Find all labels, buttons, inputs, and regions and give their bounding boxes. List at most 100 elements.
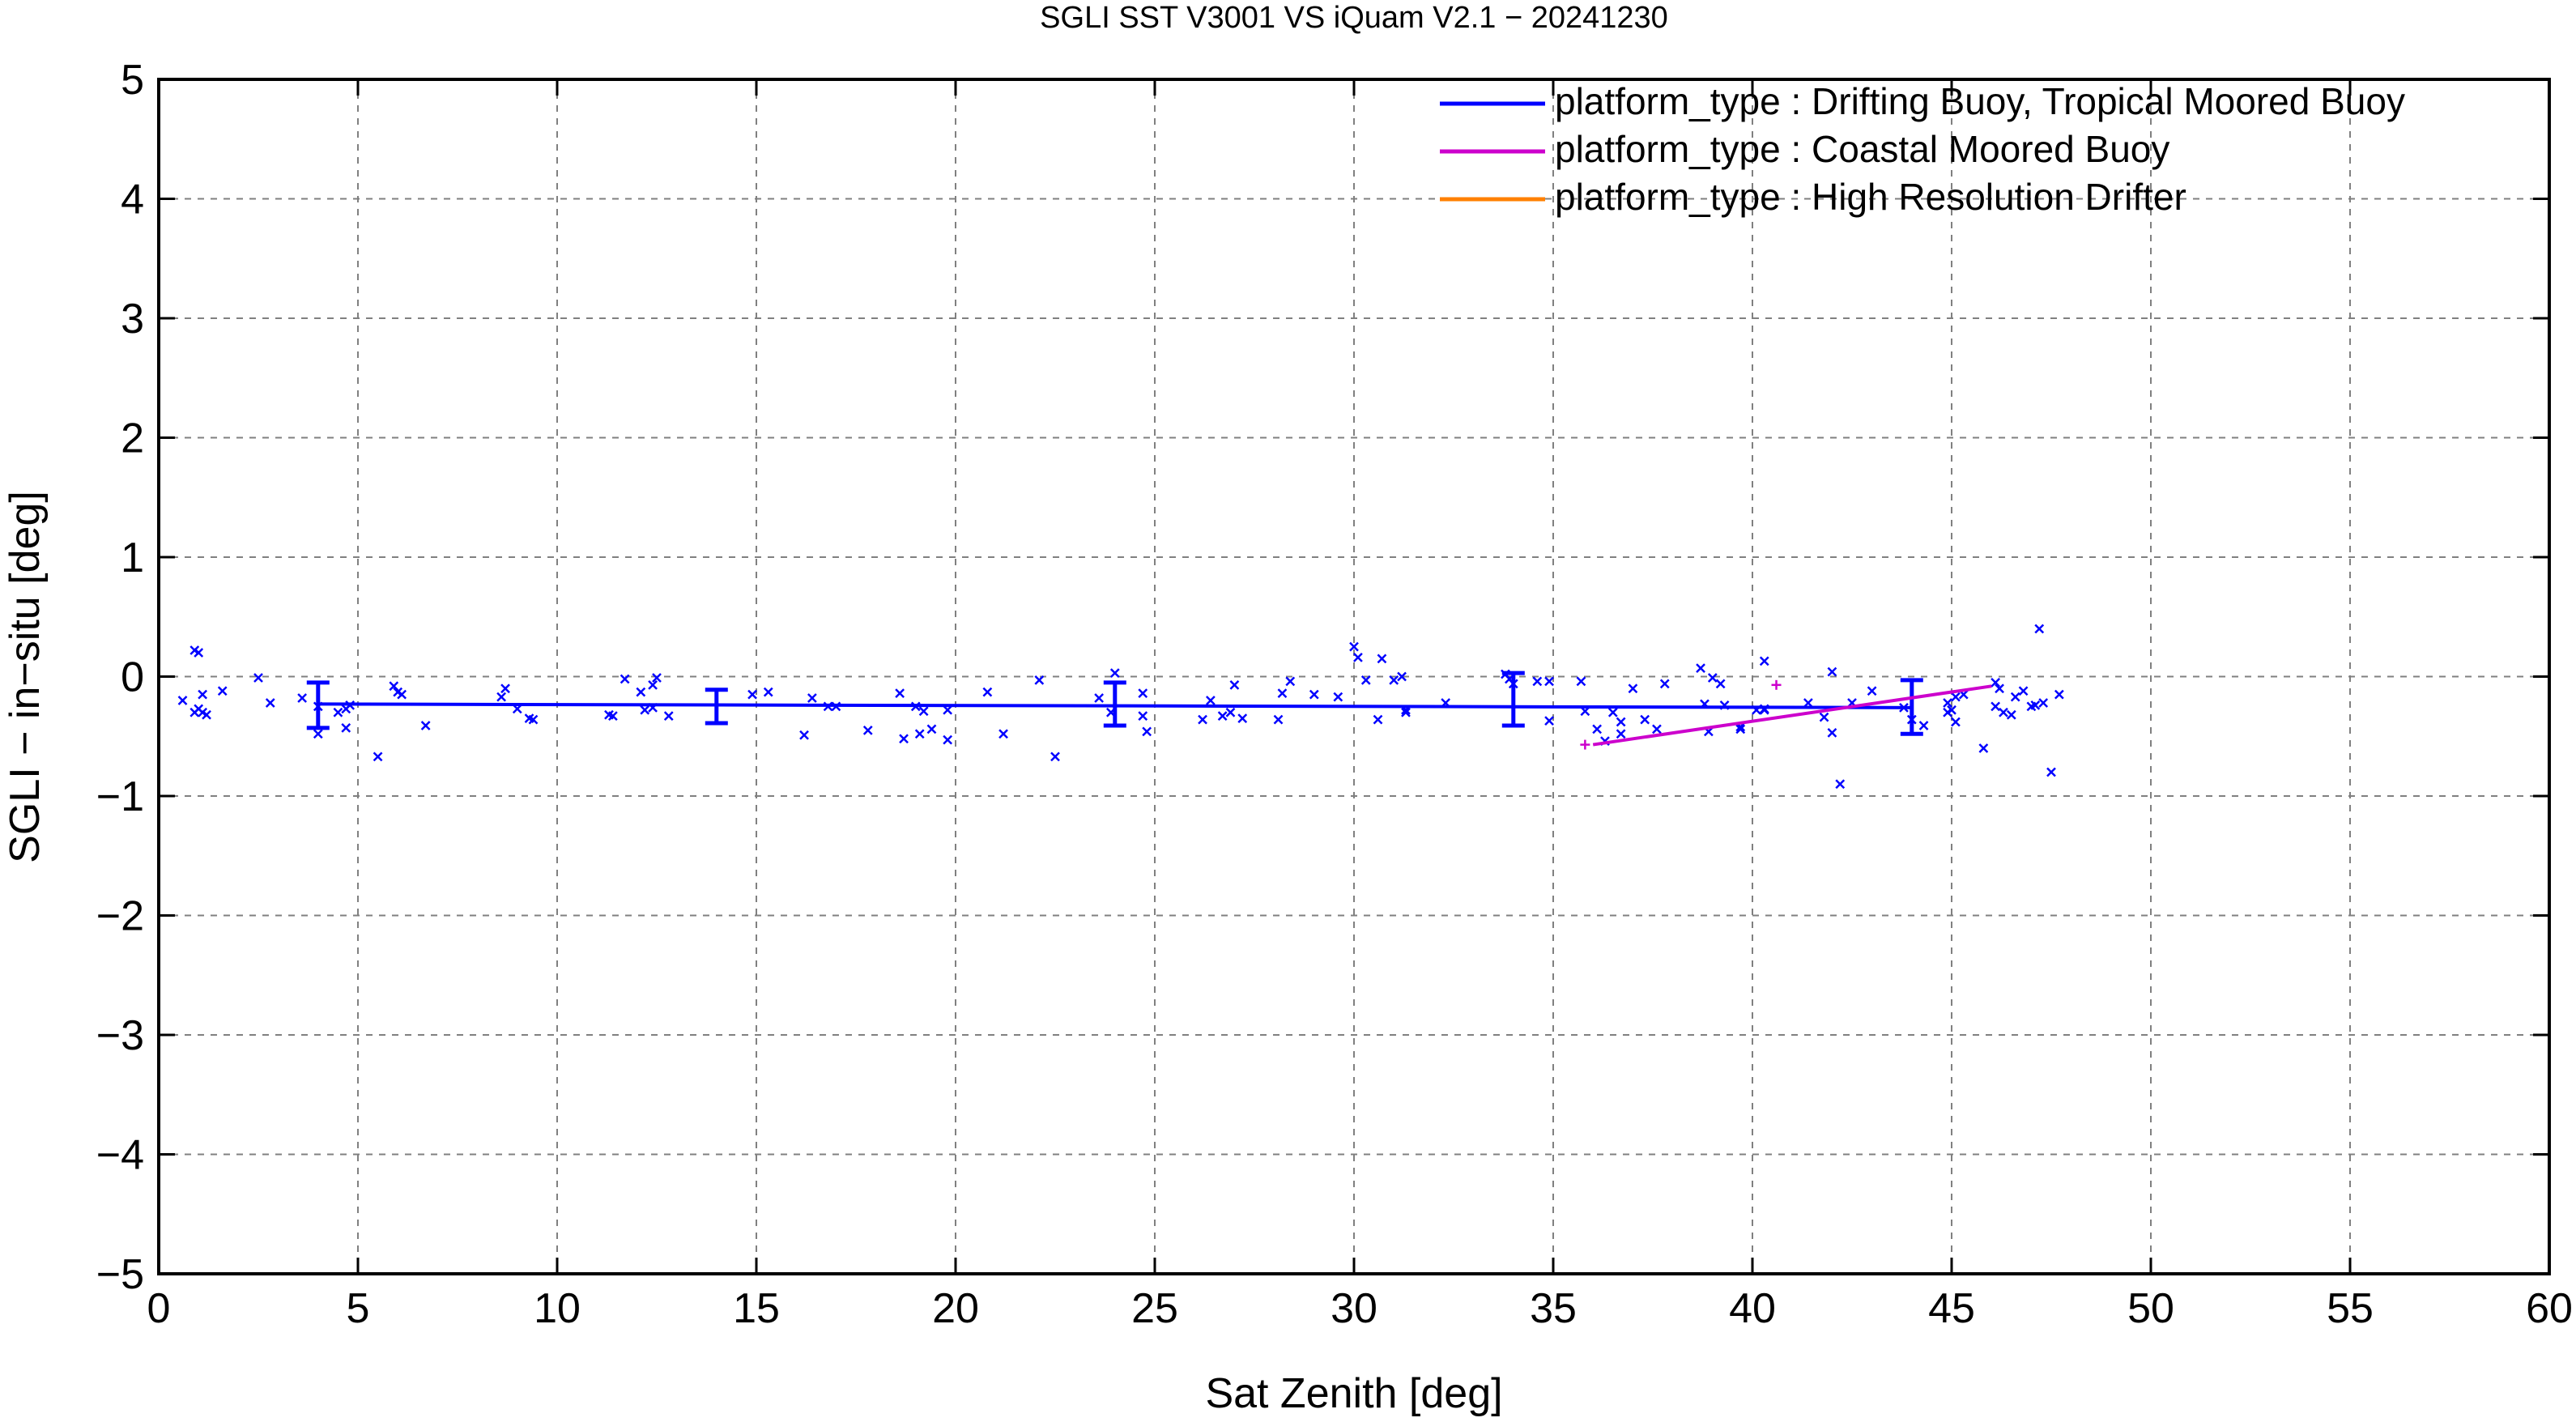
data-point — [1696, 663, 1705, 674]
x-tick-label: 15 — [733, 1285, 780, 1332]
x-axis-label: Sat Zenith [deg] — [1205, 1370, 1502, 1417]
data-point — [1580, 706, 1590, 717]
data-point — [747, 689, 757, 700]
error-bar — [705, 688, 728, 726]
data-point — [1628, 683, 1638, 694]
data-point — [1991, 677, 2001, 688]
legend-label-coastal: platform_type : Coastal Moored Buoy — [1555, 128, 2169, 170]
data-point — [1819, 712, 1829, 722]
data-point — [1659, 679, 1670, 689]
data-point — [910, 701, 921, 712]
data-point — [1205, 696, 1216, 705]
data-point — [1034, 675, 1045, 685]
data-point — [1349, 641, 1359, 652]
data-point — [2006, 709, 2016, 720]
data-point — [607, 711, 618, 722]
data-point — [1616, 717, 1626, 727]
data-point — [1700, 699, 1710, 709]
data-point — [1640, 714, 1650, 725]
data-point — [1225, 707, 1236, 717]
error-bar — [1103, 680, 1126, 728]
data-point — [1138, 711, 1148, 722]
legend-label-drifting: platform_type : Drifting Buoy, Tropical … — [1555, 80, 2405, 122]
data-point — [2034, 624, 2045, 634]
data-point — [1995, 683, 2004, 694]
data-point — [1918, 721, 1929, 730]
data-point — [1951, 717, 1961, 727]
data-point — [1771, 679, 1782, 690]
data-point — [528, 714, 539, 725]
data-point — [899, 734, 909, 744]
data-point — [512, 704, 522, 714]
data-point — [1580, 739, 1590, 750]
data-point — [763, 687, 773, 697]
data-point — [1109, 668, 1120, 678]
y-axis-label: SGLI − in−situ [deg] — [2, 491, 49, 863]
data-point — [1752, 705, 1761, 715]
x-tick-label: 55 — [2327, 1285, 2374, 1332]
data-point — [217, 686, 228, 696]
chart-title: SGLI SST V3001 VS iQuam V2.1 − 20241230 — [1040, 1, 1668, 35]
data-point — [313, 701, 323, 712]
data-point — [177, 696, 188, 705]
data-layer — [177, 624, 2064, 790]
data-point — [799, 730, 809, 740]
data-point — [914, 729, 925, 739]
data-point — [1803, 698, 1813, 708]
y-tick-label: 4 — [121, 177, 144, 224]
data-point — [1827, 727, 1837, 738]
y-tick-label: −5 — [96, 1251, 144, 1298]
error-bar — [1900, 678, 1923, 736]
data-point — [1389, 675, 1399, 685]
data-point — [823, 701, 833, 712]
y-tick-label: 2 — [121, 415, 144, 462]
data-point — [1105, 707, 1116, 717]
data-point — [496, 692, 507, 702]
data-point — [420, 721, 431, 730]
data-point — [943, 705, 953, 715]
y-tick-label: −2 — [96, 893, 144, 940]
data-point — [297, 693, 308, 703]
data-point — [998, 729, 1008, 739]
data-point — [1441, 698, 1451, 708]
data-point — [1273, 714, 1284, 725]
data-point — [1827, 666, 1837, 677]
data-point — [1759, 704, 1769, 714]
data-point — [1309, 689, 1319, 700]
data-point — [1532, 676, 1543, 687]
x-tick-label: 25 — [1131, 1285, 1178, 1332]
data-point — [1943, 698, 1952, 708]
data-point — [918, 706, 929, 717]
data-point — [926, 724, 937, 734]
data-point — [313, 729, 323, 739]
data-point — [663, 711, 674, 722]
data-point — [1353, 653, 1363, 662]
data-point — [1401, 707, 1411, 717]
data-point — [2046, 767, 2056, 777]
data-point — [1277, 688, 1288, 699]
data-point — [1735, 724, 1746, 734]
x-tick-label: 30 — [1331, 1285, 1377, 1332]
data-point — [373, 751, 383, 762]
data-point — [1138, 688, 1148, 699]
data-point — [1198, 714, 1207, 725]
data-point — [1867, 686, 1877, 696]
y-tick-label: 5 — [121, 57, 144, 104]
data-point — [1991, 701, 2001, 712]
data-point — [265, 698, 275, 708]
data-point — [982, 687, 993, 697]
data-point — [198, 689, 208, 700]
data-point — [1899, 702, 1909, 713]
data-point — [1050, 751, 1060, 762]
data-point — [1616, 729, 1626, 739]
data-point — [2054, 689, 2064, 700]
data-point — [640, 705, 650, 715]
data-point — [500, 683, 510, 694]
data-point — [648, 702, 658, 713]
data-point — [389, 681, 399, 692]
grid-lines — [159, 79, 2549, 1274]
x-tick-label: 40 — [1729, 1285, 1776, 1332]
